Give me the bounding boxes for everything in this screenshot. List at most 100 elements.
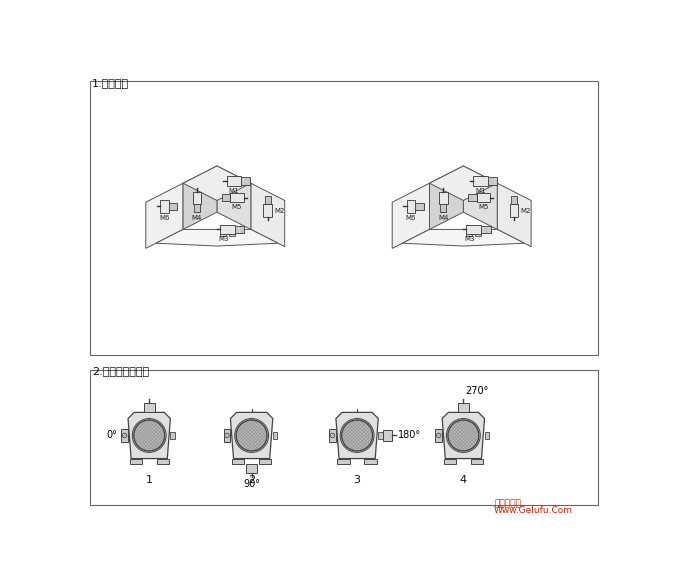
Text: M6: M6 <box>406 216 416 221</box>
Polygon shape <box>429 166 497 200</box>
Bar <box>223 429 230 442</box>
Polygon shape <box>463 166 497 229</box>
Circle shape <box>342 420 373 451</box>
Bar <box>510 205 518 217</box>
Bar <box>273 432 277 439</box>
Bar <box>221 194 230 201</box>
Bar <box>440 204 446 213</box>
Bar <box>263 205 272 217</box>
Circle shape <box>236 420 267 451</box>
Text: Www.Gelufu.Com: Www.Gelufu.Com <box>494 506 573 515</box>
Polygon shape <box>128 413 170 458</box>
Bar <box>406 199 415 213</box>
Polygon shape <box>251 183 285 247</box>
Circle shape <box>235 418 269 453</box>
Text: M3: M3 <box>218 236 229 242</box>
Bar <box>121 429 128 442</box>
Bar <box>246 464 257 473</box>
Bar <box>230 193 244 202</box>
Text: 3: 3 <box>354 475 360 485</box>
Bar <box>475 234 481 236</box>
Text: 0°: 0° <box>107 431 117 440</box>
Bar <box>470 458 483 464</box>
Text: 2: 2 <box>248 475 255 485</box>
Text: 4: 4 <box>460 475 467 485</box>
Text: M1: M1 <box>475 188 485 194</box>
Bar <box>485 432 489 439</box>
Circle shape <box>225 433 230 437</box>
Bar <box>170 432 175 439</box>
Polygon shape <box>156 229 278 246</box>
Polygon shape <box>183 166 217 229</box>
Bar <box>194 204 200 213</box>
Circle shape <box>340 418 374 453</box>
Circle shape <box>448 420 479 451</box>
Bar <box>329 429 336 442</box>
Bar <box>160 199 169 213</box>
Text: M6: M6 <box>159 216 169 221</box>
Bar <box>227 175 241 186</box>
Bar <box>169 203 178 210</box>
Bar <box>473 175 487 186</box>
Text: 2.电机接线盒角度: 2.电机接线盒角度 <box>92 366 149 376</box>
Bar <box>439 192 448 204</box>
Bar <box>383 430 392 441</box>
Bar <box>443 458 456 464</box>
Circle shape <box>446 418 481 453</box>
Bar <box>364 458 377 464</box>
Bar <box>435 429 442 442</box>
Circle shape <box>132 418 166 453</box>
Bar <box>338 458 350 464</box>
Polygon shape <box>442 413 485 458</box>
Bar <box>468 194 477 201</box>
Bar <box>220 225 234 234</box>
Bar <box>458 403 468 413</box>
Polygon shape <box>392 183 429 249</box>
Text: M5: M5 <box>478 205 489 210</box>
Text: 90°: 90° <box>243 479 260 489</box>
Bar <box>511 196 517 205</box>
Polygon shape <box>402 229 524 246</box>
Text: 270°: 270° <box>465 386 488 396</box>
Bar <box>130 458 142 464</box>
Bar <box>234 226 244 233</box>
Bar <box>232 458 244 464</box>
Polygon shape <box>429 166 463 229</box>
Bar <box>229 234 234 236</box>
Text: M3: M3 <box>464 236 475 242</box>
Text: M5: M5 <box>232 205 242 210</box>
Text: M1: M1 <box>229 188 239 194</box>
Text: M2: M2 <box>521 207 531 214</box>
Text: M4: M4 <box>192 215 202 221</box>
Bar <box>378 432 383 439</box>
Circle shape <box>122 433 127 437</box>
Bar <box>466 234 472 236</box>
Bar <box>144 403 155 413</box>
Bar <box>466 225 481 234</box>
Text: 1.安装方位: 1.安装方位 <box>92 78 130 88</box>
Polygon shape <box>146 183 183 249</box>
Polygon shape <box>183 166 251 200</box>
Bar <box>265 196 271 205</box>
Bar <box>259 458 271 464</box>
Bar <box>481 226 491 233</box>
Text: 180°: 180° <box>398 431 421 440</box>
Circle shape <box>134 420 165 451</box>
Bar <box>241 177 250 185</box>
Polygon shape <box>230 413 273 458</box>
Text: 1: 1 <box>146 475 153 485</box>
Bar <box>157 458 169 464</box>
Bar <box>220 234 225 236</box>
Text: M4: M4 <box>438 215 448 221</box>
Bar <box>487 177 497 185</box>
Bar <box>90 370 598 505</box>
Polygon shape <box>336 413 378 458</box>
Bar <box>477 193 490 202</box>
Bar <box>90 81 598 354</box>
Text: M2: M2 <box>275 207 285 214</box>
Bar <box>192 192 201 204</box>
Polygon shape <box>497 183 531 247</box>
Circle shape <box>330 433 335 437</box>
Bar <box>415 203 424 210</box>
Text: 格鲁夫机械: 格鲁夫机械 <box>494 500 521 508</box>
